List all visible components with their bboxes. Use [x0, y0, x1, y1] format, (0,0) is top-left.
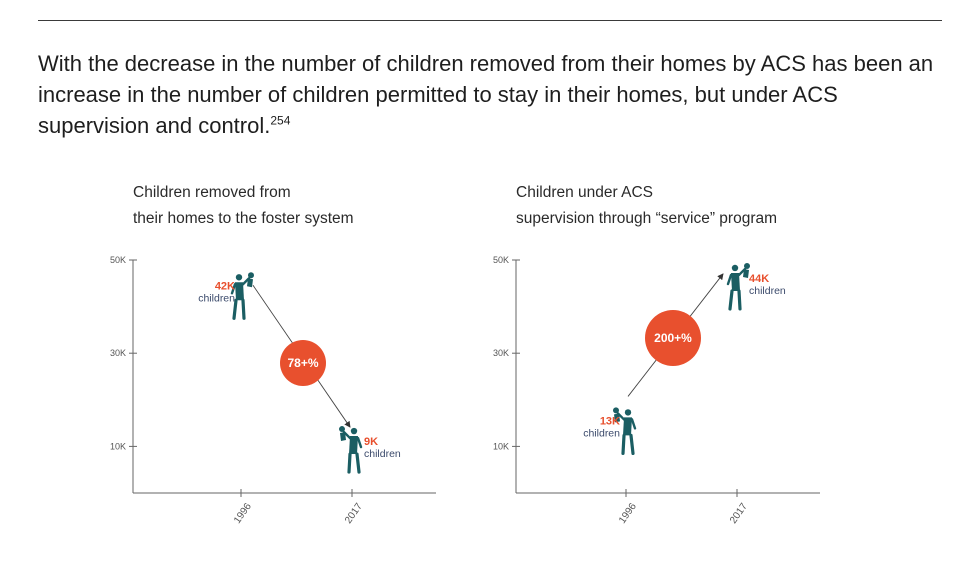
figure-torso [623, 417, 632, 436]
change-percent-label: 200+% [654, 331, 692, 345]
adult-carrying-child-icon [230, 272, 254, 320]
change-circle [645, 310, 701, 366]
change-circle [280, 340, 326, 386]
adult-carrying-child-icon [726, 262, 750, 311]
data-value-label: 9K [364, 436, 378, 448]
figure-legs [232, 298, 246, 320]
data-value-label: 44K [749, 273, 769, 285]
top-rule [38, 20, 942, 21]
data-unit-label: children [198, 292, 235, 304]
chart-title-line: supervision through “service” program [516, 210, 778, 227]
chart-title-supervision: Children under ACS supervision through “… [516, 180, 777, 232]
figure-head [235, 274, 243, 281]
y-tick-label: 30K [110, 348, 126, 358]
data-unit-label: children [749, 285, 786, 297]
headline-text: With the decrease in the number of child… [38, 51, 934, 138]
y-tick-label: 30K [493, 348, 509, 358]
figure-torso [731, 272, 740, 291]
data-value-label: 42K [215, 280, 235, 292]
adult-carrying-child-icon [339, 426, 363, 474]
figure-torso [235, 282, 244, 301]
child-head [744, 262, 750, 269]
y-tick-label: 50K [110, 255, 126, 265]
child-head [339, 426, 345, 433]
figure-legs [347, 452, 361, 474]
figure-legs [621, 433, 635, 456]
headline: With the decrease in the number of child… [38, 48, 938, 141]
child-body [340, 432, 346, 442]
chart-title-line: Children under ACS [516, 184, 653, 201]
data-unit-label: children [583, 427, 620, 439]
y-tick-label: 10K [110, 441, 126, 451]
figure-head [624, 409, 632, 416]
chart-title-line: their homes to the foster system [133, 210, 354, 227]
data-value-label: 13K [600, 415, 620, 427]
child-body [614, 413, 620, 423]
child-body [247, 278, 253, 288]
chart-title-removed: Children removed from their homes to the… [133, 180, 354, 232]
child-body [743, 268, 749, 278]
figure-legs [728, 289, 742, 311]
x-tick-label: 1996 [617, 501, 639, 526]
chart-title-line: Children removed from [133, 184, 291, 201]
child-head [248, 272, 254, 279]
x-tick-label: 2017 [728, 501, 750, 526]
y-tick-label: 50K [493, 255, 509, 265]
y-tick-label: 10K [493, 441, 509, 451]
data-unit-label: children [364, 448, 401, 460]
figure-head [350, 427, 358, 435]
footnote-marker: 254 [270, 113, 291, 128]
child-head [613, 407, 619, 414]
change-percent-label: 78+% [287, 356, 318, 370]
figure-torso [349, 436, 358, 455]
adult-carrying-child-icon [613, 407, 637, 456]
figure-head [731, 264, 739, 272]
